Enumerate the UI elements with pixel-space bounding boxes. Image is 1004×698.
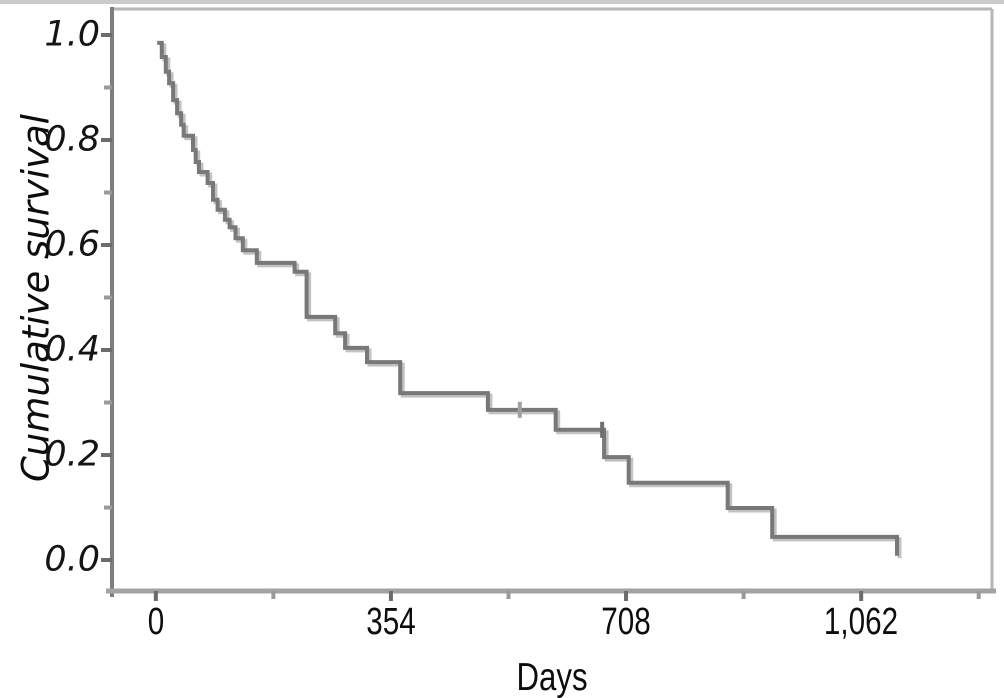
x-tick-label: 354 bbox=[366, 601, 416, 643]
survival-curve-echo bbox=[159, 43, 902, 559]
y-tick-label: 0.0 bbox=[44, 539, 100, 580]
y-tick-label: 0.2 bbox=[44, 434, 100, 475]
scan-edge-artifact bbox=[0, 0, 1004, 4]
x-axis-title: Days bbox=[516, 656, 588, 698]
y-tick-label: 1.0 bbox=[44, 14, 100, 55]
y-tick-label: 0.4 bbox=[44, 329, 100, 370]
x-tick-label: 1,062 bbox=[824, 601, 899, 643]
y-tick-label: 0.8 bbox=[44, 119, 100, 160]
survival-curve bbox=[157, 40, 899, 556]
y-axis-title: Cumulative survival bbox=[14, 114, 58, 482]
y-tick-label: 0.6 bbox=[44, 224, 100, 265]
x-tick-label: 708 bbox=[601, 601, 651, 643]
x-tick-label: 0 bbox=[147, 601, 165, 643]
